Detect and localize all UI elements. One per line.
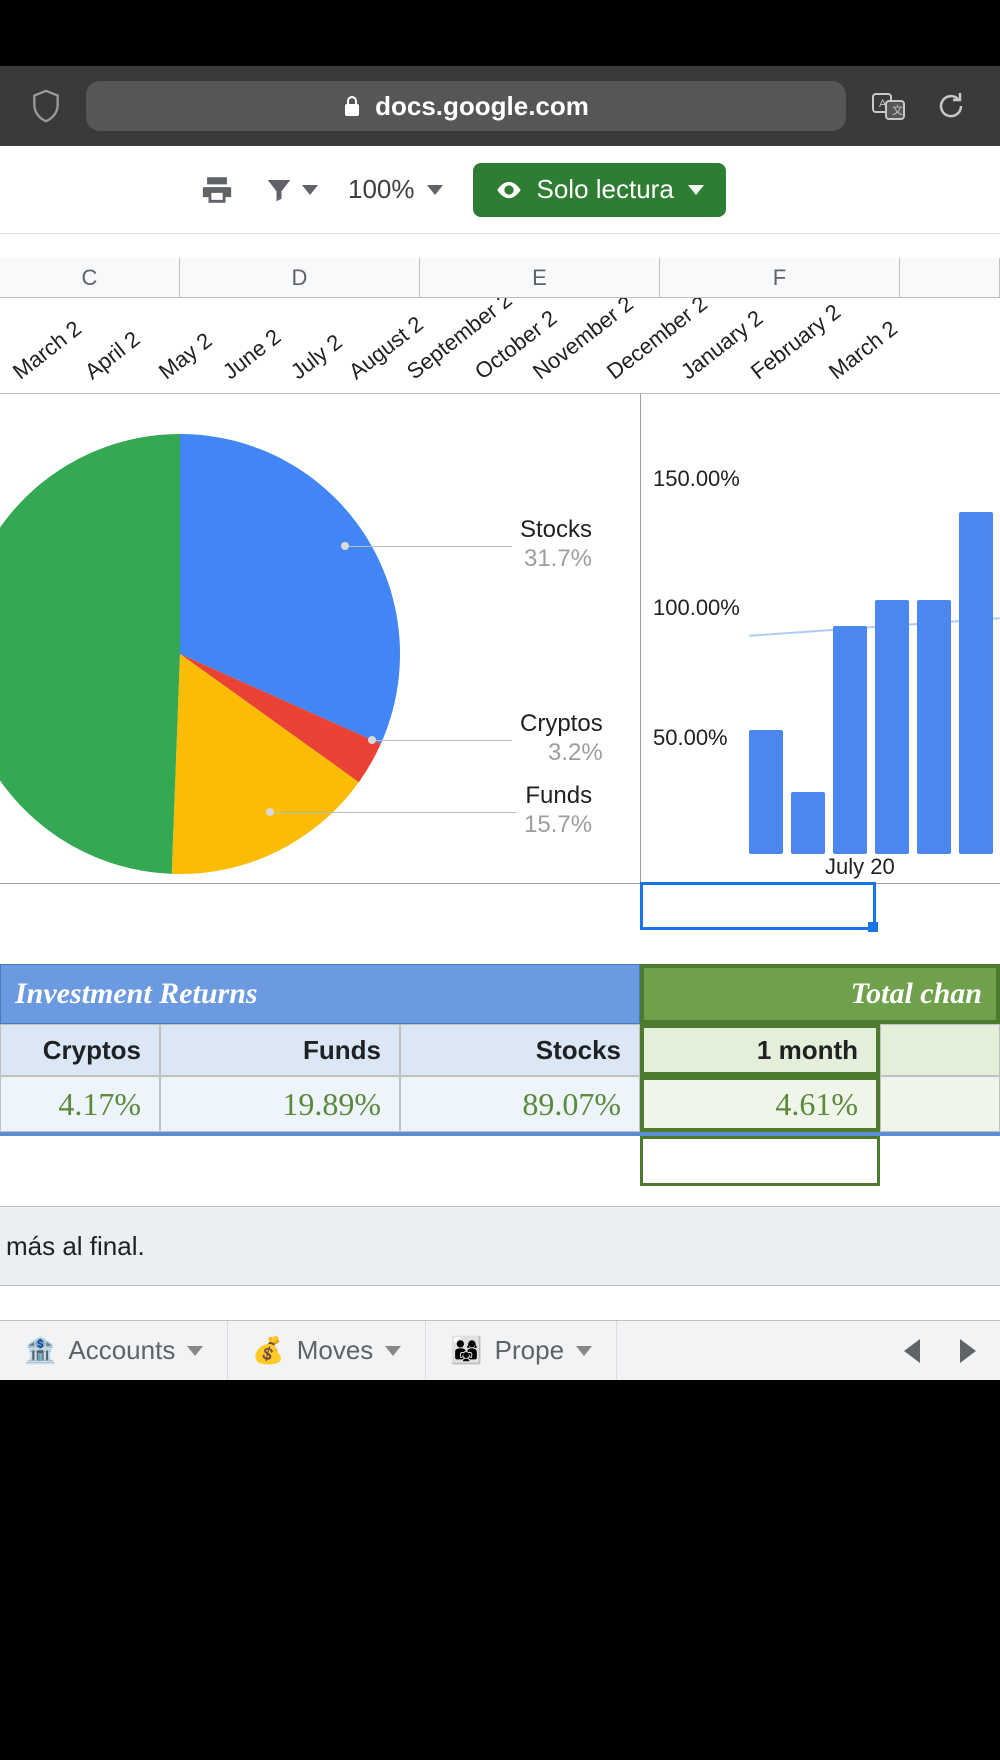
subheader-cell	[880, 1024, 1000, 1076]
y-tick-label: 100.00%	[653, 595, 740, 621]
translate-icon[interactable]: A 文	[872, 89, 906, 123]
col-header[interactable]: D	[180, 258, 420, 297]
chevron-down-icon	[302, 185, 318, 195]
bars-area	[749, 414, 1000, 854]
tab-scroll-controls	[904, 1339, 1000, 1363]
comment-text: más al final.	[6, 1231, 145, 1262]
subheader-cell: Stocks	[400, 1024, 640, 1076]
pie-label: Funds15.7%	[524, 782, 592, 840]
chevron-down-icon	[576, 1346, 592, 1356]
sheet-tab[interactable]: 💰 Moves	[228, 1321, 426, 1380]
scroll-right-icon[interactable]	[960, 1339, 976, 1363]
privacy-shield-icon[interactable]	[32, 86, 60, 126]
chevron-down-icon	[427, 185, 443, 195]
sheet-tabs-bar: 🏦 Accounts 💰 Moves 👨‍👩‍👧 Prope	[0, 1320, 1000, 1380]
subheader-cell: Funds	[160, 1024, 400, 1076]
value-cell: 4.61%	[640, 1076, 880, 1132]
value-cell	[880, 1076, 1000, 1132]
lock-icon	[343, 95, 361, 117]
print-icon[interactable]	[200, 173, 234, 207]
subheader-cell: 1 month	[640, 1024, 880, 1076]
selected-cell-outline	[640, 882, 876, 930]
tab-label: Moves	[297, 1335, 374, 1366]
returns-header-left: Investment Returns	[0, 964, 640, 1024]
month-label: May 2	[154, 328, 217, 385]
bar	[749, 730, 783, 854]
chevron-down-icon	[688, 185, 704, 195]
empty-green-cell	[640, 1136, 880, 1186]
eye-icon	[495, 176, 523, 204]
y-tick-label: 50.00%	[653, 725, 728, 751]
bar	[959, 512, 993, 854]
col-header[interactable]	[900, 258, 1000, 297]
charts-row: Stocks31.7% Cryptos3.2% Funds15.7% 150.00%…	[0, 394, 1000, 884]
zoom-value: 100%	[348, 174, 415, 205]
y-tick-label: 150.00%	[653, 466, 740, 492]
chevron-down-icon	[187, 1346, 203, 1356]
sheets-toolbar: 100% Solo lectura	[0, 146, 1000, 234]
bar	[917, 600, 951, 854]
tab-icon: 🏦	[24, 1335, 56, 1366]
readonly-label: Solo lectura	[537, 174, 674, 205]
col-header[interactable]: F	[660, 258, 900, 297]
svg-text:文: 文	[892, 103, 903, 117]
month-label: April 2	[80, 326, 145, 385]
allocation-pie-chart[interactable]: Stocks31.7% Cryptos3.2% Funds15.7%	[0, 394, 640, 884]
sheet-tab[interactable]: 🏦 Accounts	[0, 1321, 228, 1380]
tab-icon: 💰	[252, 1335, 284, 1366]
filter-button[interactable]	[264, 175, 318, 205]
selection-handle[interactable]	[868, 922, 878, 932]
subheader-cell: Cryptos	[0, 1024, 160, 1076]
bar	[875, 600, 909, 854]
returns-values: 4.17% 19.89% 89.07% 4.61%	[0, 1076, 1000, 1136]
value-cell: 89.07%	[400, 1076, 640, 1132]
value-cell: 19.89%	[160, 1076, 400, 1132]
bar	[833, 626, 867, 854]
bar	[791, 792, 825, 854]
filter-icon	[264, 175, 294, 205]
device-frame-bottom	[0, 1380, 1000, 1760]
returns-header-right: Total chan	[640, 964, 1000, 1024]
url-field[interactable]: docs.google.com	[86, 81, 846, 131]
browser-address-bar: docs.google.com A 文	[0, 66, 1000, 146]
pie-label: Stocks31.7%	[520, 516, 592, 574]
returns-bar-chart[interactable]: 150.00% 100.00% 50.00% July 20	[640, 394, 1000, 884]
returns-subheader: Cryptos Funds Stocks 1 month	[0, 1024, 1000, 1076]
col-header[interactable]: C	[0, 258, 180, 297]
comment-strip: más al final.	[0, 1206, 1000, 1286]
url-host: docs.google.com	[375, 91, 589, 122]
scroll-left-icon[interactable]	[904, 1339, 920, 1363]
value-cell: 4.17%	[0, 1076, 160, 1132]
pie-label: Cryptos3.2%	[520, 710, 603, 768]
column-headers: C D E F	[0, 258, 1000, 298]
tab-label: Accounts	[68, 1335, 175, 1366]
chevron-down-icon	[385, 1346, 401, 1356]
tab-label: Prope	[495, 1335, 564, 1366]
month-label: March 2	[8, 316, 87, 385]
device-frame-top	[0, 0, 1000, 66]
readonly-mode-button[interactable]: Solo lectura	[473, 163, 726, 217]
col-header[interactable]: E	[420, 258, 660, 297]
month-axis-labels: March 2April 2May 2June 2July 2August 2S…	[0, 298, 1000, 394]
sheet-tab[interactable]: 👨‍👩‍👧 Prope	[426, 1321, 617, 1380]
zoom-selector[interactable]: 100%	[348, 174, 443, 205]
tab-icon: 👨‍👩‍👧	[450, 1335, 482, 1366]
month-label: July 2	[286, 329, 347, 385]
x-axis-label: July 20	[825, 854, 895, 880]
svg-text:A: A	[879, 98, 887, 110]
month-label: June 2	[218, 324, 286, 385]
reload-icon[interactable]	[934, 89, 968, 123]
